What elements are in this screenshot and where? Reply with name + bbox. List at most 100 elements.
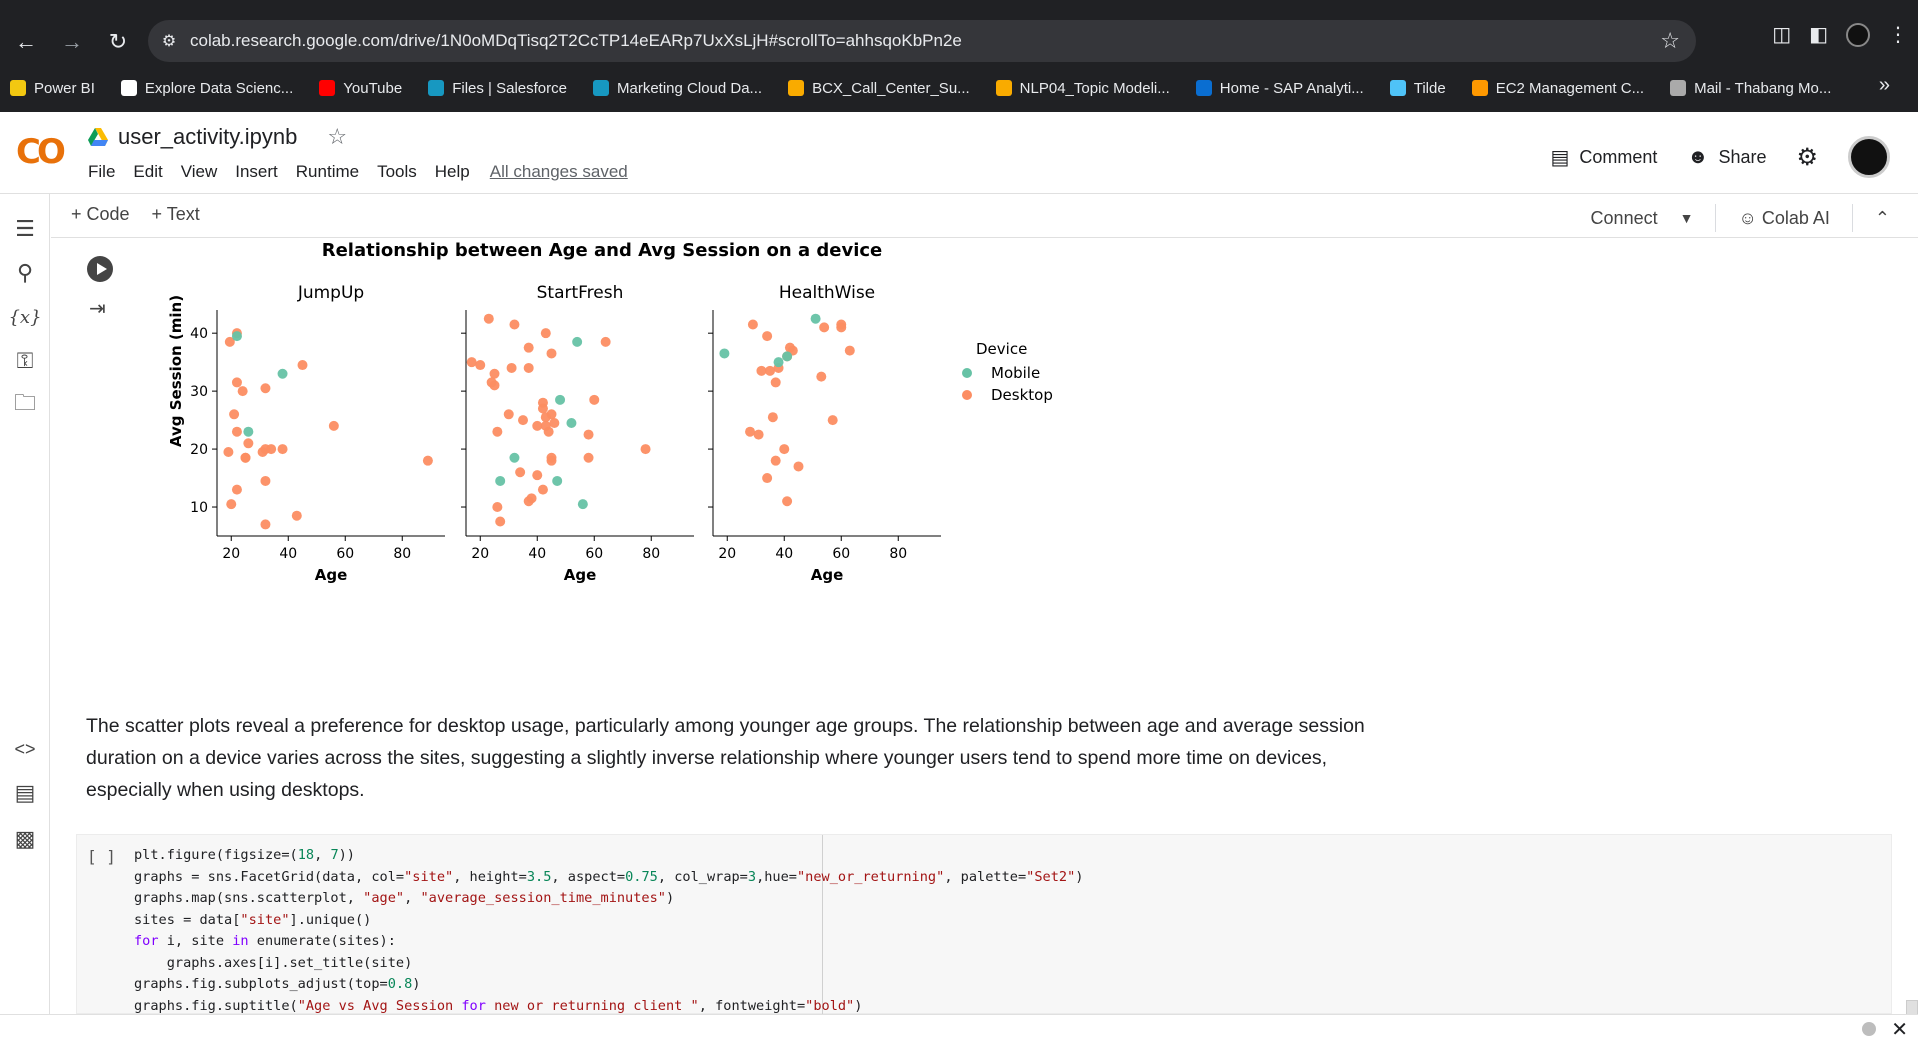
bookmark-favicon-icon <box>319 80 336 96</box>
table-of-contents-icon[interactable]: ☰ <box>15 216 35 241</box>
data-point-desktop <box>266 444 277 455</box>
bookmarks-overflow-icon[interactable]: » <box>1878 74 1890 96</box>
header-actions: ▤ Comment ☻ Share ⚙ <box>1550 136 1890 178</box>
data-point-desktop <box>537 484 548 495</box>
bookmark-item[interactable]: NLP04_Topic Modeli... <box>995 80 1170 97</box>
add-code-button[interactable]: + Code <box>71 204 130 224</box>
data-point-desktop <box>240 452 251 463</box>
menu-item-file[interactable]: File <box>88 162 116 181</box>
bookmark-label: BCX_Call_Center_Su... <box>812 79 970 97</box>
scatter-chart: Relationship between Age and Avg Session… <box>167 240 1053 584</box>
data-point-desktop <box>503 409 514 420</box>
search-icon[interactable]: ⚲ <box>16 260 34 285</box>
share-button[interactable]: ☻ Share <box>1687 146 1766 169</box>
address-bar[interactable]: ⚙ colab.research.google.com/drive/1N0oMD… <box>148 20 1696 62</box>
side-panel-icon[interactable]: ◧ <box>1809 24 1828 46</box>
comment-icon: ▤ <box>1550 146 1570 169</box>
data-point-desktop <box>231 484 242 495</box>
bookmark-item[interactable]: YouTube <box>319 80 402 97</box>
data-point-desktop <box>489 368 500 379</box>
data-point-desktop <box>753 429 764 440</box>
command-palette-icon[interactable]: ▤ <box>14 780 36 805</box>
cell-run-bracket[interactable]: [ ] <box>87 847 116 866</box>
colab-logo[interactable]: CO <box>16 132 66 172</box>
data-point-desktop <box>260 475 271 486</box>
connect-dropdown-icon[interactable]: ▼ <box>1679 210 1694 226</box>
data-point-mobile <box>555 394 566 405</box>
add-text-button[interactable]: + Text <box>151 204 200 224</box>
panel-title: JumpUp <box>297 283 364 303</box>
x-tick-label: 80 <box>642 546 660 562</box>
bookmark-item[interactable]: Marketing Cloud Da... <box>593 80 762 97</box>
bookmark-item[interactable]: EC2 Management C... <box>1471 80 1644 97</box>
code-line: for i, site in enumerate(sites): <box>134 933 396 949</box>
google-drive-icon[interactable] <box>88 128 108 146</box>
menu-item-runtime[interactable]: Runtime <box>295 162 360 181</box>
bookmark-star-icon[interactable]: ☆ <box>1660 28 1680 53</box>
y-tick-label: 10 <box>190 500 208 516</box>
data-point-desktop <box>260 383 271 394</box>
forward-icon[interactable]: → <box>61 29 83 54</box>
data-point-desktop <box>515 467 526 478</box>
close-status-icon[interactable]: ✕ <box>1891 1019 1908 1041</box>
data-point-mobile <box>566 418 577 428</box>
menu-item-insert[interactable]: Insert <box>235 162 278 181</box>
run-cell-button[interactable] <box>87 256 113 282</box>
address-row: ← → ↻ ⚙ colab.research.google.com/drive/… <box>0 18 1918 66</box>
data-point-desktop <box>328 420 339 431</box>
data-point-desktop <box>540 328 551 339</box>
bookmark-favicon-icon <box>995 80 1012 96</box>
bookmark-item[interactable]: Tilde <box>1389 80 1446 97</box>
terminal-icon[interactable]: ▩ <box>14 826 36 851</box>
bookmark-item[interactable]: BCX_Call_Center_Su... <box>788 80 970 97</box>
code-line: graphs.axes[i].set_title(site) <box>134 954 413 971</box>
data-point-desktop <box>543 426 554 437</box>
save-status-link[interactable]: All changes saved <box>489 162 628 181</box>
secrets-key-icon[interactable]: ⚿ <box>16 348 34 373</box>
menu-item-edit[interactable]: Edit <box>133 162 163 181</box>
settings-gear-icon[interactable]: ⚙ <box>1796 143 1818 171</box>
variables-icon[interactable]: {x} <box>8 306 42 328</box>
code-editor[interactable]: plt.figure(figsize=(18, 7)) graphs = sns.… <box>134 845 1083 1017</box>
profile-avatar[interactable] <box>1846 22 1870 47</box>
reload-icon[interactable]: ↻ <box>108 29 128 54</box>
colab-ai-button[interactable]: ☺ Colab AI <box>1738 208 1829 229</box>
connect-button[interactable]: Connect <box>1590 207 1658 228</box>
data-point-desktop <box>756 365 767 376</box>
data-point-mobile <box>509 452 520 463</box>
colab-ai-label: Colab AI <box>1761 207 1830 228</box>
data-point-desktop <box>583 452 594 463</box>
code-cell[interactable]: [ ] plt.figure(figsize=(18, 7)) graphs = … <box>76 834 1892 1017</box>
star-notebook-icon[interactable]: ☆ <box>327 124 348 149</box>
code-snippets-icon[interactable]: <> <box>14 738 36 759</box>
collapse-header-icon[interactable]: ⌃ <box>1874 207 1890 228</box>
site-info-icon[interactable]: ⚙ <box>161 33 177 50</box>
bookmark-item[interactable]: Power BI <box>10 80 95 97</box>
url-text[interactable]: colab.research.google.com/drive/1N0oMDqT… <box>190 31 962 50</box>
notebook-title[interactable]: user_activity.ipynb <box>118 124 298 149</box>
back-icon[interactable]: ← <box>15 29 37 54</box>
account-avatar[interactable] <box>1848 136 1890 178</box>
browser-menu-icon[interactable]: ⋮ <box>1888 24 1908 46</box>
data-point-desktop <box>523 342 534 353</box>
bookmark-item[interactable]: Explore Data Scienc... <box>120 80 293 97</box>
runtime-controls: Connect ▼ ☺ Colab AI ⌃ <box>1591 204 1890 232</box>
markdown-text-cell[interactable]: The scatter plots reveal a preference fo… <box>86 715 1365 801</box>
menu-item-help[interactable]: Help <box>434 162 470 181</box>
menu-item-view[interactable]: View <box>180 162 218 181</box>
chart-figure: Relationship between Age and Avg Session… <box>141 238 1341 678</box>
bookmark-item[interactable]: Files | Salesforce <box>428 80 567 97</box>
bookmark-item[interactable]: Mail - Thabang Mo... <box>1670 80 1831 97</box>
notebook-toolbar: + Code + Text Connect ▼ ☺ Colab AI ⌃ <box>51 194 1918 238</box>
menu-item-tools[interactable]: Tools <box>377 162 417 181</box>
files-folder-icon[interactable]: 🗀 <box>13 390 36 415</box>
bookmark-item[interactable]: Home - SAP Analyti... <box>1195 80 1364 97</box>
data-point-desktop <box>492 426 503 437</box>
extensions-icon[interactable]: ◫ <box>1772 24 1792 46</box>
notebook-title-row: user_activity.ipynb ☆ <box>88 124 347 150</box>
data-point-mobile <box>773 357 784 368</box>
output-actions-icon[interactable]: ⇥ <box>89 298 106 320</box>
data-point-desktop <box>745 426 756 437</box>
data-point-desktop <box>779 444 790 455</box>
comment-button[interactable]: ▤ Comment <box>1550 145 1657 170</box>
